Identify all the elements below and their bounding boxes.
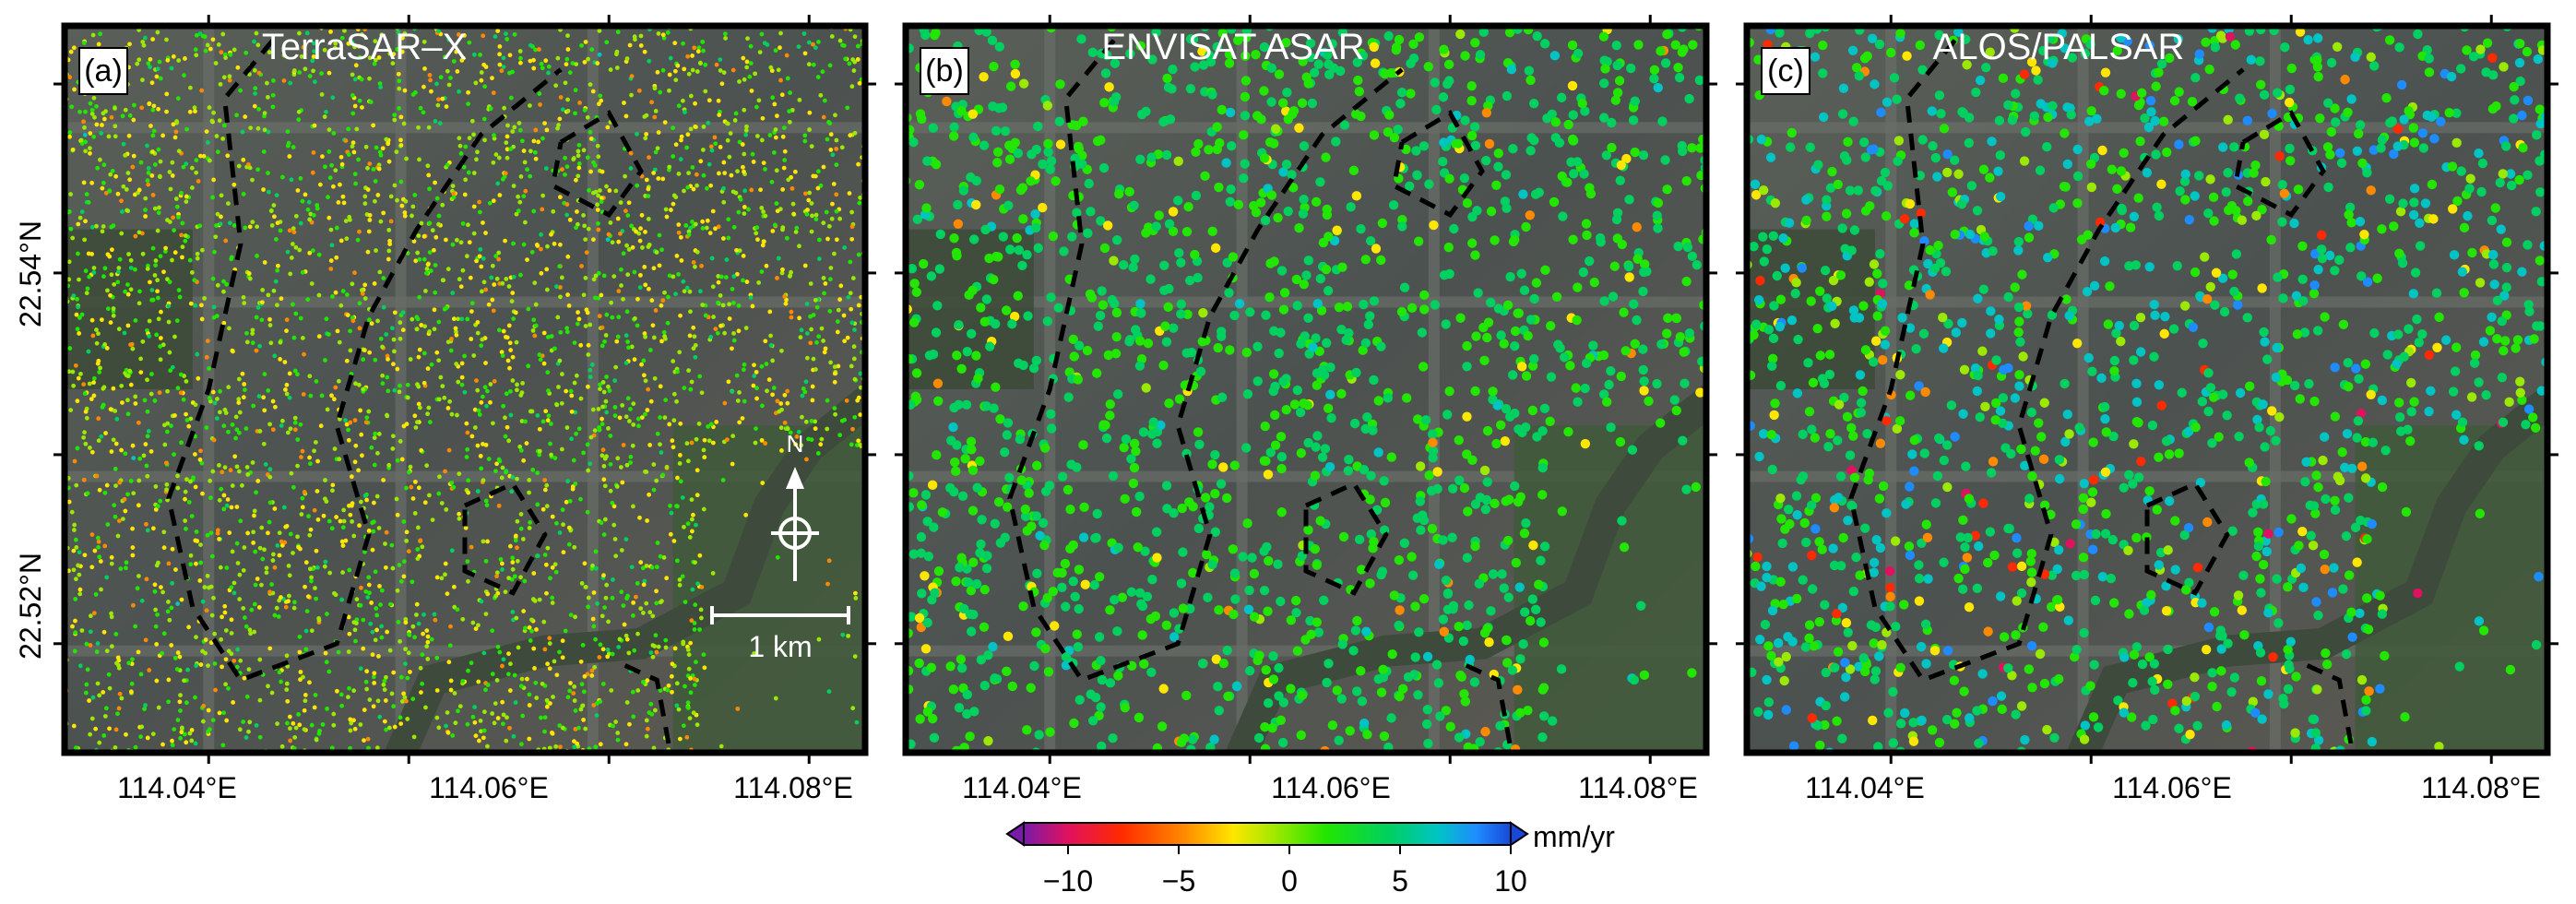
lon-tick-label: 114.04°E (117, 771, 237, 804)
velocity-points (1747, 26, 2547, 753)
river (383, 382, 865, 753)
colorbar: mm/yr −10 −5 0 5 10 (1005, 820, 1615, 898)
panel-label-box (78, 47, 128, 95)
map-frame (902, 22, 1710, 756)
panel-title: ENVISAT ASAR (1101, 27, 1364, 67)
panel-label: (b) (925, 54, 964, 89)
subsidence-zone-outlines (1848, 39, 2356, 753)
colorbar-right-arrow (1510, 821, 1529, 847)
colorbar-tick-label: −10 (1043, 864, 1093, 898)
river (2065, 382, 2547, 753)
panel-title: ALOS/PALSAR (1933, 27, 2185, 67)
lon-tick-label: 114.06°E (429, 771, 549, 804)
lon-tick-label: 114.04°E (962, 771, 1082, 804)
colorbar-unit: mm/yr (1533, 820, 1615, 853)
lon-tick-label: 114.08°E (733, 771, 853, 804)
north-arrow: N (771, 430, 819, 581)
scale-label: 1 km (748, 630, 812, 663)
velocity-points (65, 26, 865, 753)
longitude-axis: 114.04°E 114.06°E 114.08°E 114.04°E 114.… (117, 771, 2541, 804)
scale-bar: 1 km (710, 606, 850, 663)
colorbar-ticks: −10 −5 0 5 10 (1043, 845, 1527, 898)
panel-label-box (1761, 47, 1810, 95)
panel-label-box (920, 47, 969, 95)
colorbar-gradient (1023, 822, 1512, 846)
colorbar-left-arrow (1005, 821, 1025, 847)
subsidence-zone-outlines (1007, 39, 1514, 753)
map-frame (61, 22, 869, 756)
lon-tick-label: 114.06°E (2112, 771, 2232, 804)
lon-tick-label: 114.06°E (1271, 771, 1391, 804)
map-frame (1743, 22, 2551, 756)
lon-tick-label: 114.08°E (2421, 771, 2541, 804)
panel-alos-palsar: (c) ALOS/PALSAR (1743, 22, 2551, 756)
latitude-axis: 22.54°N 22.52°N (14, 220, 47, 660)
colorbar-tick-label: 0 (1281, 864, 1298, 898)
panel-terrasar-x: (a) TerraSAR–X N 1 km (61, 22, 869, 756)
north-label: N (787, 430, 804, 458)
colorbar-tick-label: 5 (1392, 864, 1408, 898)
lat-tick-label: 22.54°N (14, 220, 47, 327)
lat-tick-label: 22.52°N (14, 553, 47, 660)
panel-label: (c) (1767, 54, 1804, 89)
panel-title: TerraSAR–X (262, 27, 467, 67)
panel-envisat-asar: (b) ENVISAT ASAR (902, 22, 1710, 756)
lon-tick-label: 114.04°E (1805, 771, 1925, 804)
tick-marks (53, 15, 2558, 764)
colorbar-tick-label: 10 (1494, 864, 1527, 898)
subsidence-zone-outlines (166, 39, 673, 753)
lon-tick-label: 114.08°E (1578, 771, 1698, 804)
colorbar-tick-label: −5 (1162, 864, 1195, 898)
panel-label: (a) (84, 54, 123, 89)
